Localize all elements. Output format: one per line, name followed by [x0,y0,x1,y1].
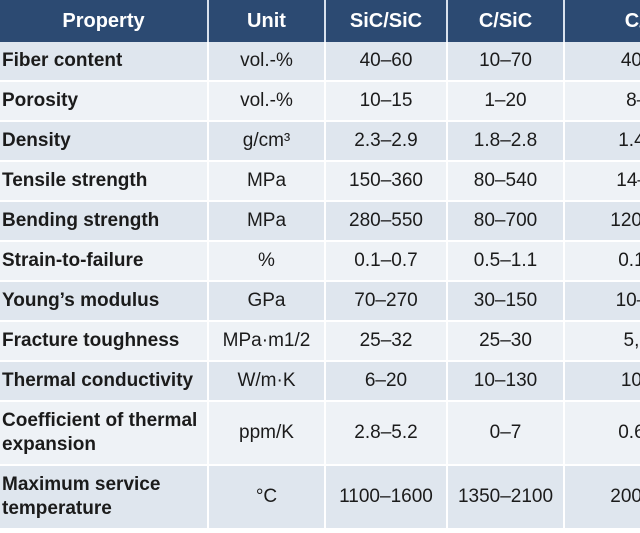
header-sic-sic: SiC/SiC [325,0,448,42]
cell-c-sic: 80–700 [447,201,565,242]
cell-c-sic: 25–30 [447,321,565,362]
cell-c-c: 10–7 [564,361,640,402]
cell-property: Young’s modulus [0,281,209,322]
cell-c-sic: 1350–2100 [447,465,565,530]
table-row: Density g/cm³ 2.3–2.9 1.8–2.8 1.4–1 [0,121,640,162]
cell-unit: MPa·m1/2 [208,321,326,362]
cell-c-c: 40–6 [564,42,640,82]
cell-property: Porosity [0,81,209,122]
cell-sic-sic: 280–550 [325,201,448,242]
header-unit: Unit [208,0,326,42]
table-row: Fiber content vol.-% 40–60 10–70 40–6 [0,42,640,82]
cell-unit: ppm/K [208,401,326,466]
cell-sic-sic: 10–15 [325,81,448,122]
header-row: Property Unit SiC/SiC C/SiC C/C [0,0,640,42]
cell-c-c: 1.4–1 [564,121,640,162]
table-row: Thermal conductivity W/m·K 6–20 10–130 1… [0,361,640,402]
cell-sic-sic: 2.3–2.9 [325,121,448,162]
cell-unit: g/cm³ [208,121,326,162]
cell-property: Maximum service temperature [0,465,209,530]
cell-c-sic: 0.5–1.1 [447,241,565,282]
cell-c-c: 8–2 [564,81,640,122]
header-c-sic: C/SiC [447,0,565,42]
cell-sic-sic: 25–32 [325,321,448,362]
cell-property: Bending strength [0,201,209,242]
cell-property: Tensile strength [0,161,209,202]
cell-property: Density [0,121,209,162]
table-row: Porosity vol.-% 10–15 1–20 8–2 [0,81,640,122]
cell-property: Thermal conductivity [0,361,209,402]
cell-sic-sic: 0.1–0.7 [325,241,448,282]
cell-sic-sic: 6–20 [325,361,448,402]
cell-property: Coefficient of thermal expansion [0,401,209,466]
cell-property: Fiber content [0,42,209,82]
cell-unit: MPa [208,161,326,202]
table-row: Coefficient of thermal expansion ppm/K 2… [0,401,640,466]
cell-unit: W/m·K [208,361,326,402]
cell-unit: vol.-% [208,81,326,122]
cell-property: Strain-to-failure [0,241,209,282]
cell-c-c: 0.6–8 [564,401,640,466]
cell-c-sic: 30–150 [447,281,565,322]
cell-c-sic: 1.8–2.8 [447,121,565,162]
table-row: Young’s modulus GPa 70–270 30–150 10–48 [0,281,640,322]
cell-sic-sic: 1100–1600 [325,465,448,530]
cell-unit: MPa [208,201,326,242]
cell-property: Fracture toughness [0,321,209,362]
cell-sic-sic: 70–270 [325,281,448,322]
table-row: Tensile strength MPa 150–360 80–540 14–1… [0,161,640,202]
cell-unit: °C [208,465,326,530]
cell-sic-sic: 40–60 [325,42,448,82]
cell-c-c: 2000–2 [564,465,640,530]
table-row: Bending strength MPa 280–550 80–700 120–… [0,201,640,242]
table-row: Fracture toughness MPa·m1/2 25–32 25–30 … [0,321,640,362]
cell-c-sic: 1–20 [447,81,565,122]
cell-c-c: 14–11 [564,161,640,202]
cell-c-sic: 0–7 [447,401,565,466]
table-row: Maximum service temperature °C 1100–1600… [0,465,640,530]
cell-unit: % [208,241,326,282]
cell-c-sic: 10–70 [447,42,565,82]
cell-unit: vol.-% [208,42,326,82]
header-property: Property [0,0,209,42]
table-row: Strain-to-failure % 0.1–0.7 0.5–1.1 0.1–… [0,241,640,282]
cell-sic-sic: 2.8–5.2 [325,401,448,466]
cell-c-c: 10–48 [564,281,640,322]
cell-unit: GPa [208,281,326,322]
cell-c-c: 120–12 [564,201,640,242]
cell-c-sic: 80–540 [447,161,565,202]
cell-sic-sic: 150–360 [325,161,448,202]
cell-c-c: 0.1–0 [564,241,640,282]
header-c-c: C/C [564,0,640,42]
cell-c-sic: 10–130 [447,361,565,402]
cell-c-c: 5,7– [564,321,640,362]
